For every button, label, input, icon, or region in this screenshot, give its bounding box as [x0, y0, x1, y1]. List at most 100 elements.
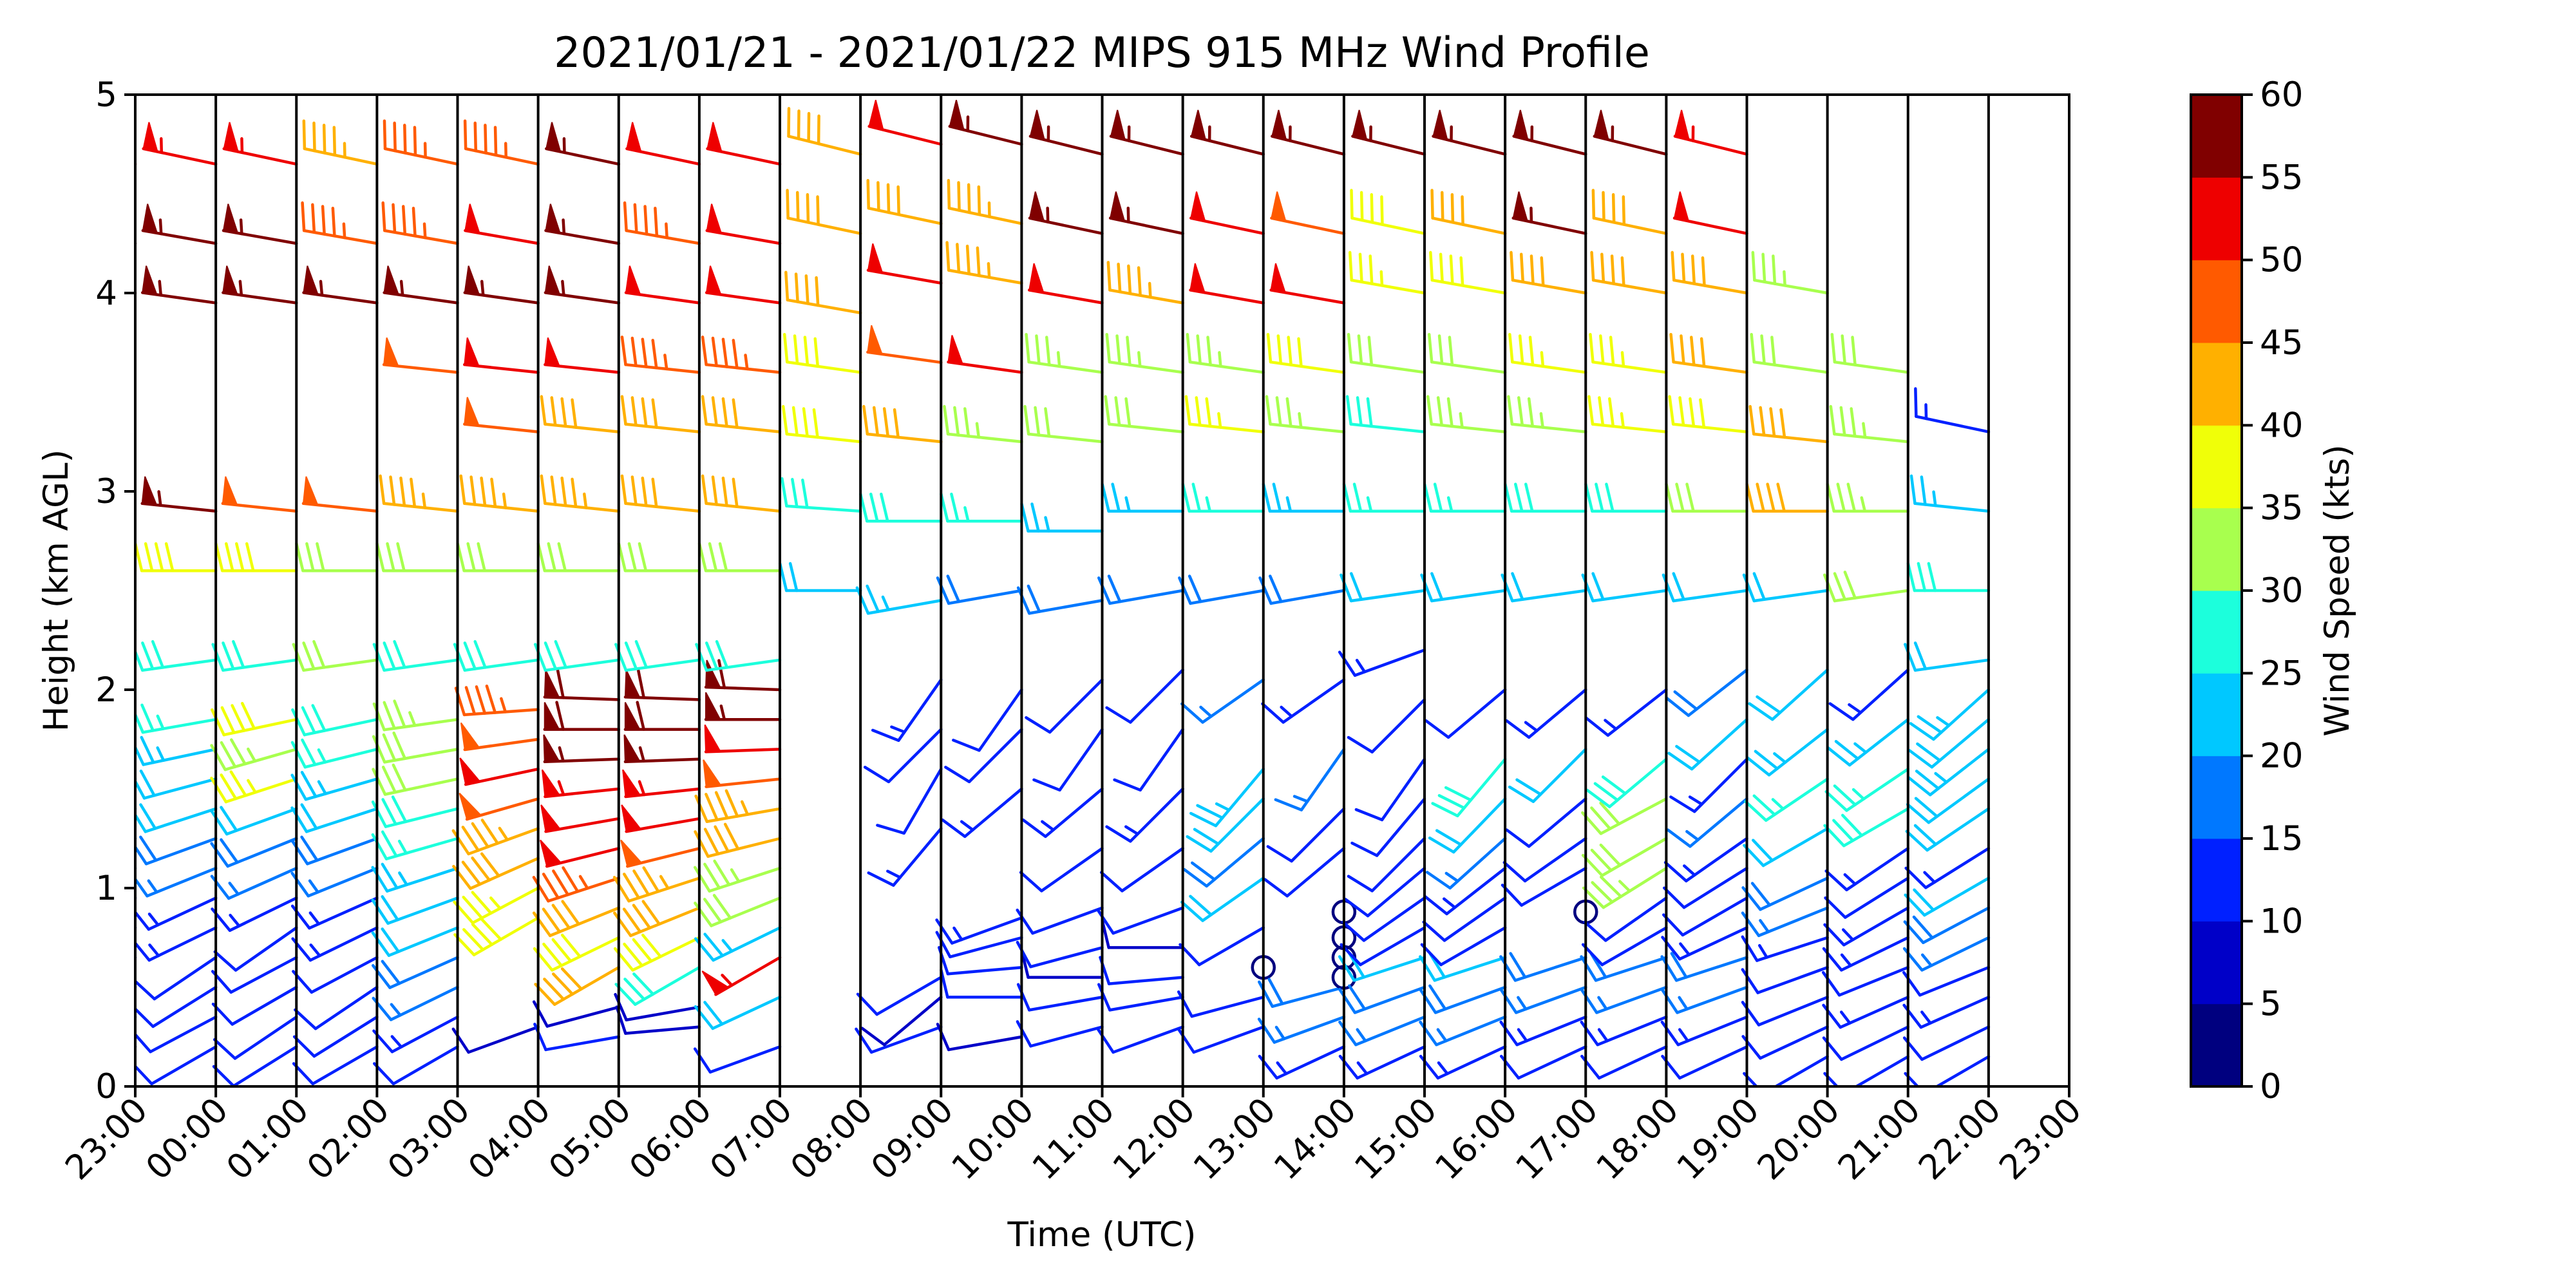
wind-barb	[623, 201, 701, 245]
wind-barb	[1351, 109, 1426, 156]
barb-full	[714, 825, 730, 853]
barb-full	[718, 542, 728, 573]
barb-shaft	[1920, 936, 1991, 972]
barb-shaft	[631, 936, 701, 972]
barb-shaft	[949, 936, 1023, 959]
barb-shaft	[307, 866, 379, 898]
wind-barb	[617, 542, 701, 573]
barb-full	[1113, 778, 1142, 792]
wind-barb	[694, 822, 782, 858]
wind-barb	[371, 926, 459, 957]
wind-barb	[135, 1045, 137, 1048]
wind-barb	[1661, 1045, 1748, 1080]
wind-barb	[622, 769, 701, 799]
barb-full	[1841, 334, 1846, 365]
barb-full	[703, 933, 724, 958]
wind-barb	[706, 122, 782, 166]
wind-barb	[1189, 767, 1265, 828]
barb-shaft	[135, 242, 137, 245]
barb-shaft	[1370, 698, 1426, 753]
wind-barb	[1266, 332, 1346, 374]
barb-full	[231, 704, 246, 732]
barb-shaft	[1192, 1025, 1265, 1054]
barb-half	[558, 746, 565, 763]
barb-full	[1347, 332, 1353, 364]
barb-full	[480, 852, 500, 878]
wind-barb	[1419, 1015, 1507, 1046]
barb-full	[1836, 482, 1846, 513]
y-tick-label: 0	[95, 1067, 117, 1106]
barb-shaft	[142, 777, 218, 800]
barb-full	[371, 931, 391, 957]
barb-full	[1608, 397, 1615, 428]
barb-full	[620, 336, 627, 366]
barb-full	[1180, 900, 1204, 922]
wind-barb	[1590, 251, 1668, 295]
barb-full	[220, 773, 238, 800]
wind-barb	[141, 204, 218, 245]
barb-full	[290, 904, 311, 930]
barb-shaft	[1430, 278, 1507, 295]
barb-shaft	[227, 866, 298, 900]
barb-full	[1746, 756, 1771, 777]
wind-barb	[1499, 1045, 1587, 1080]
barb-full	[372, 643, 386, 672]
barb-full	[1600, 875, 1623, 898]
barb-full	[1186, 835, 1213, 853]
barb-full	[712, 894, 732, 920]
barb-half	[502, 492, 507, 509]
barb-full	[1126, 336, 1132, 366]
barb-full	[1266, 332, 1273, 364]
barb-full	[643, 205, 649, 236]
colorbar-segment	[2191, 507, 2242, 591]
barb-full	[1044, 407, 1051, 438]
barb-full	[1448, 336, 1454, 366]
barb-shaft	[1430, 422, 1507, 433]
barb-half	[229, 913, 241, 928]
barb-shaft	[1913, 658, 1991, 672]
barb-full	[1025, 332, 1030, 364]
barb-shaft	[1513, 956, 1587, 982]
barb-full	[213, 950, 238, 972]
barb-full	[139, 769, 156, 797]
barb-shaft	[897, 678, 943, 743]
wind-barb	[544, 265, 620, 305]
barb-full	[1666, 828, 1692, 848]
wind-barb	[214, 542, 298, 573]
barb-full	[636, 701, 645, 731]
barb-full	[1030, 502, 1040, 533]
barb-full	[151, 639, 165, 669]
barb-full	[1600, 252, 1605, 284]
wind-barb	[1741, 935, 1829, 962]
barb-full	[1032, 778, 1061, 792]
wind-barb	[292, 1015, 379, 1058]
barb-full	[1752, 794, 1776, 817]
barb-full	[213, 1038, 237, 1060]
barb-full	[802, 407, 809, 438]
barb-full	[220, 838, 239, 864]
barb-full	[1909, 722, 1935, 741]
barb-full	[1766, 482, 1776, 513]
barb-full	[1265, 395, 1272, 426]
barb-flag	[622, 769, 641, 798]
barb-half	[1356, 1028, 1367, 1043]
barb-full	[141, 641, 155, 670]
x-tick-label: 14:00	[1267, 1090, 1364, 1188]
barb-shaft	[1681, 896, 1748, 937]
barb-full	[1524, 482, 1534, 513]
barb-full	[1527, 397, 1534, 428]
barb-full	[290, 806, 308, 833]
barb-full	[52, 915, 71, 935]
barb-full	[866, 178, 871, 210]
barb-full	[1591, 572, 1605, 601]
barb-full	[804, 274, 810, 305]
barb-flag	[459, 793, 482, 820]
barb-full	[396, 542, 406, 573]
barb-flag	[1352, 109, 1368, 141]
barb-full	[855, 1027, 873, 1054]
barb-shaft	[305, 807, 379, 833]
wind-barb	[1423, 866, 1507, 916]
barb-full	[876, 824, 905, 835]
barb-full	[1602, 191, 1605, 222]
barb-half	[886, 869, 902, 879]
